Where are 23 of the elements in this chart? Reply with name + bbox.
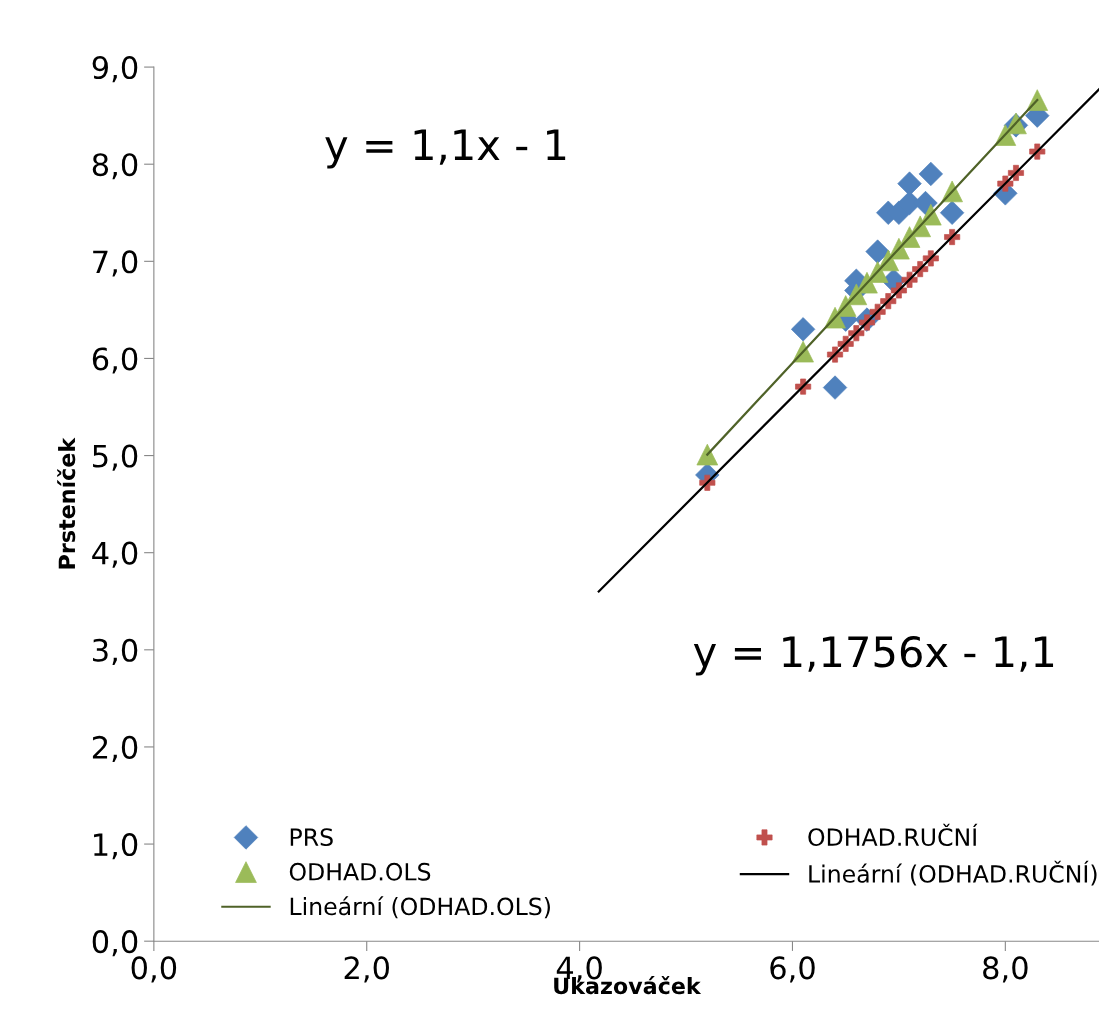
x-tick-label: 0,0 [131,956,177,983]
y-tick-label: 3,0 [93,638,138,665]
y-tick-label: 2,0 [92,735,138,763]
annotation: y = 1,1x - 1 [325,129,566,169]
x-tick-label: 8,0 [983,956,1028,983]
y-tick-label: 8,0 [92,153,138,180]
y-tick-label: 9,0 [92,56,138,83]
x-tick-label: 2,0 [344,956,389,983]
y-tick-label: 6,0 [92,347,138,374]
y-tick-label: 0,0 [92,930,138,957]
y-tick-label: 7,0 [93,250,138,277]
y-tick-label: 1,0 [94,832,138,860]
legend-label: Lineární (ODHAD.RUČNÍ) [809,860,1097,886]
legend-label: Lineární (ODHAD.OLS) [290,896,550,919]
legend-label: PRS [290,828,333,847]
annotation: y = 1,1756x - 1,1 [693,635,1054,676]
y-tick-label: 4,0 [92,541,138,568]
y-axis-title: Prsteníček [57,437,76,569]
legend-label: ODHAD.OLS [289,862,431,881]
legend-label: ODHAD.RUČNÍ [808,823,978,847]
x-tick-label: 6,0 [770,956,815,983]
y-tick-label: 5,0 [93,444,138,471]
point [822,375,848,400]
